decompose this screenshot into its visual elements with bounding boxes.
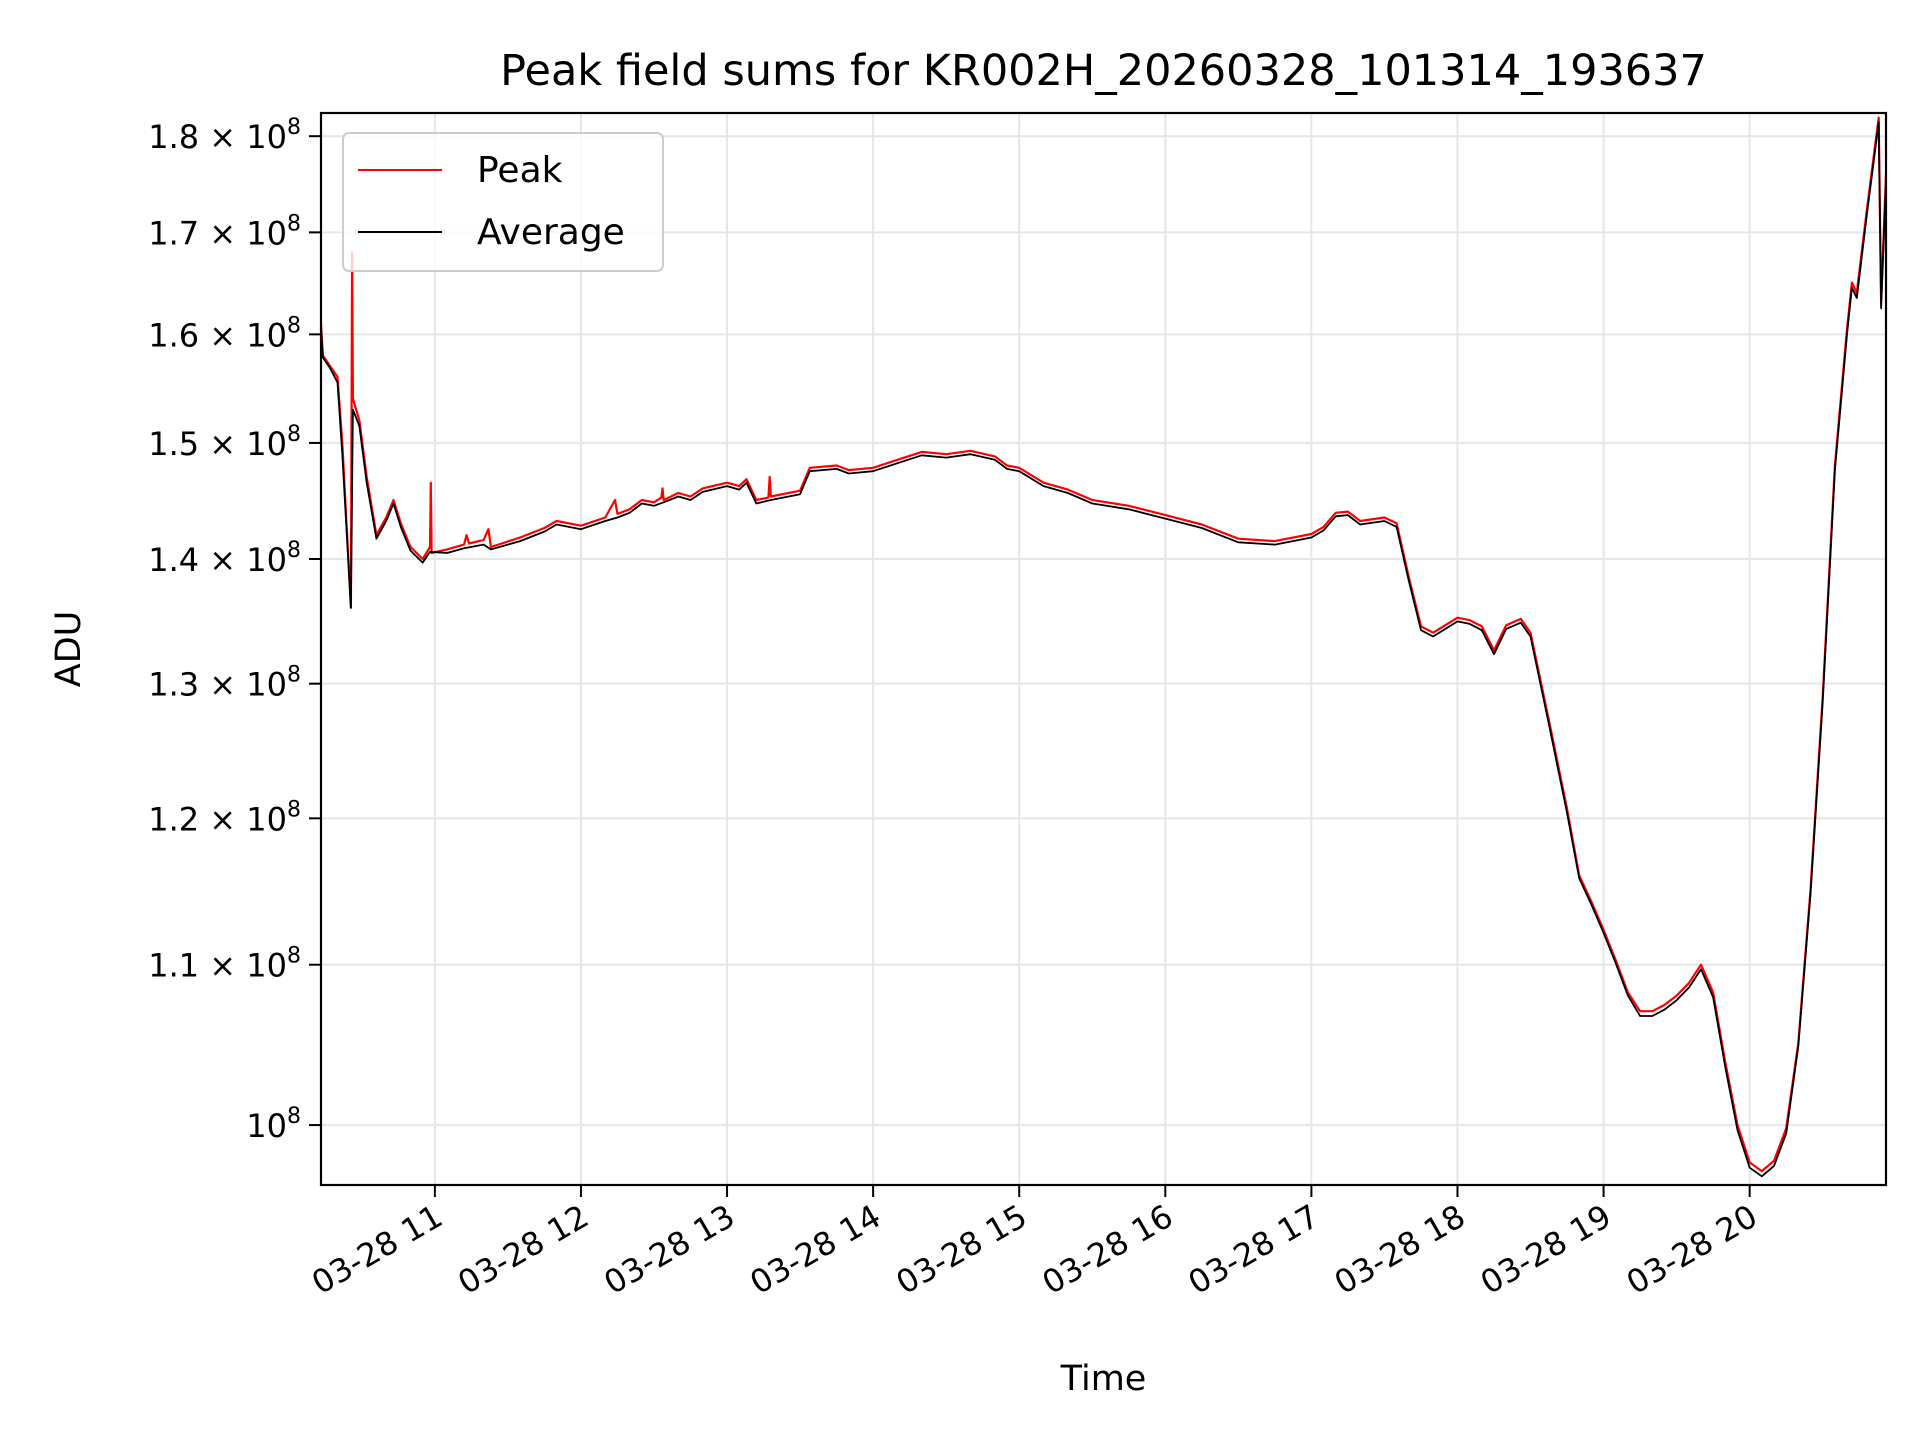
legend-label: Peak <box>477 150 563 191</box>
plot-frame <box>319 111 1888 1187</box>
legend: Peak Average <box>342 132 664 272</box>
legend-label: Average <box>477 212 625 253</box>
y-tick-label: 1.5 × 108 <box>148 422 301 463</box>
y-tick-label: 1.6 × 108 <box>148 313 301 354</box>
chart-title: Peak field sums for KR002H_20260328_1013… <box>500 46 1707 96</box>
y-axis: 108 1.1 × 108 1.2 × 108 1.3 × 108 1.4 × 108 1… <box>148 115 321 1145</box>
x-axis-title: Time <box>1060 1359 1147 1399</box>
y-tick-label: 1.1 × 108 <box>148 944 301 985</box>
plot-series <box>321 116 1886 1178</box>
y-tick-label: 1.4 × 108 <box>148 538 301 579</box>
series-line-average <box>321 121 1886 1178</box>
grid-lines <box>321 113 1886 1185</box>
series-line-peak <box>321 116 1886 1173</box>
y-tick-label: 108 <box>246 1104 301 1145</box>
y-tick-label: 1.8 × 108 <box>148 115 301 156</box>
y-axis-title: ADU <box>49 611 89 688</box>
y-tick-label: 1.3 × 108 <box>148 663 301 704</box>
legend-box <box>342 132 664 272</box>
y-tick-label: 1.7 × 108 <box>148 211 301 252</box>
y-tick-label: 1.2 × 108 <box>148 797 301 838</box>
